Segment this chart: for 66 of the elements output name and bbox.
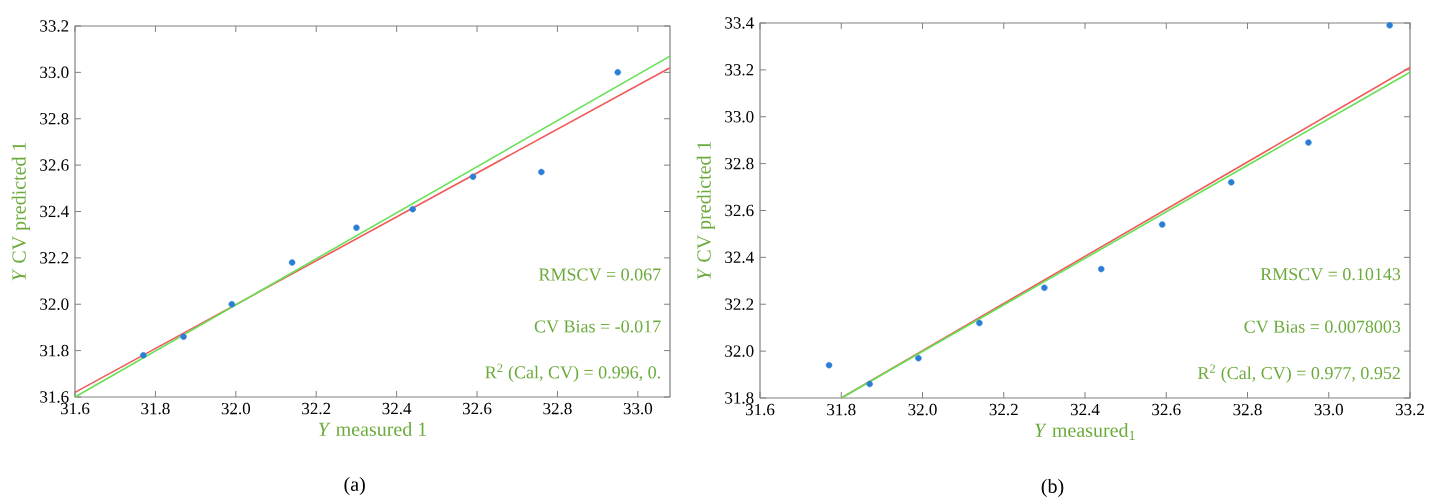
x-tick-label: 31.8: [141, 402, 170, 415]
y-tick-label: 31.8: [725, 392, 754, 404]
y-tick-label: 32.6: [40, 159, 69, 171]
x-axis-title: Y measured$_{1}$: [1035, 422, 1135, 440]
y-tick-label: 32.8: [40, 112, 69, 125]
y-tick-label: 32.0: [40, 298, 69, 311]
point: [1228, 179, 1235, 186]
y-axis-title: Y CV predicted 1: [11, 142, 30, 281]
x-tick-label: 32.2: [989, 403, 1018, 416]
point: [180, 333, 187, 340]
point: [409, 205, 416, 213]
annotation: CV Bias = -0.017: [534, 320, 661, 333]
point: [1305, 139, 1312, 146]
point: [614, 69, 621, 76]
x-tick-label: 32.8: [543, 402, 572, 415]
y-tick-label: 32.2: [725, 298, 754, 310]
y-tick-label: 33.2: [725, 64, 754, 76]
x-tick-label: 32.8: [1233, 403, 1262, 416]
point: [140, 352, 147, 359]
point: [825, 361, 833, 369]
point: [228, 301, 236, 308]
x-tick-label: 32.4: [382, 402, 412, 415]
y-tick-label: 33.0: [40, 66, 69, 79]
x-tick-label: 32.0: [221, 402, 251, 415]
x-tick-label: 32.4: [1070, 403, 1100, 416]
y-tick-label: 32.2: [40, 252, 69, 264]
y-tick-label: 33.0: [725, 110, 754, 123]
x-tick-label: 31.6: [60, 402, 90, 415]
x-tick-label: 32.6: [1152, 403, 1181, 416]
point: [353, 224, 360, 231]
x-tick-label: 33.0: [1314, 403, 1343, 416]
annotation: CV Bias = 0.0078003: [1244, 320, 1401, 333]
point: [1041, 284, 1048, 292]
y-tick-label: 31.6: [40, 391, 69, 403]
point: [469, 173, 477, 180]
annotation: R$^{2}$ (Cal, CV) = 0.977, 0.952: [1197, 364, 1400, 383]
y-tick-label: 32.4: [40, 205, 69, 218]
x-tick-label: 33.0: [623, 402, 653, 415]
y-tick-label: 32.4: [725, 251, 754, 264]
x-tick-label: 32.6: [462, 402, 492, 415]
text: (b): [1041, 478, 1064, 498]
point: [915, 354, 922, 362]
point: [1386, 22, 1393, 29]
annotation: RMSCV = 0.10143: [1260, 268, 1401, 281]
point: [1158, 221, 1166, 228]
y-tick-label: 33.4: [725, 17, 754, 29]
point: [538, 168, 545, 176]
point: [1098, 265, 1105, 273]
point: [866, 380, 873, 388]
y-tick-label: 33.2: [40, 20, 69, 32]
annotation: R$^{2}$ (Cal, CV) = 0.996, 0.: [485, 363, 660, 383]
y-tick-label: 32.6: [725, 204, 754, 217]
x-tick-label: 32.0: [908, 403, 937, 416]
x-tick-label: 33.2: [1395, 403, 1424, 416]
point: [288, 259, 296, 266]
y-tick-label: 32.8: [725, 157, 754, 170]
y-tick-label: 32.0: [725, 345, 754, 357]
x-tick-label: 32.2: [302, 402, 331, 415]
text: (a): [344, 476, 365, 496]
x-tick-label: 31.8: [827, 403, 856, 416]
y-axis-title: Y CV predicted 1: [696, 141, 715, 280]
x-axis-title: Y measured 1: [318, 421, 427, 436]
annotation: RMSCV = 0.067: [539, 268, 661, 281]
y-tick-label: 31.8: [40, 344, 69, 357]
x-tick-label: 31.6: [745, 403, 775, 416]
point: [976, 319, 983, 327]
